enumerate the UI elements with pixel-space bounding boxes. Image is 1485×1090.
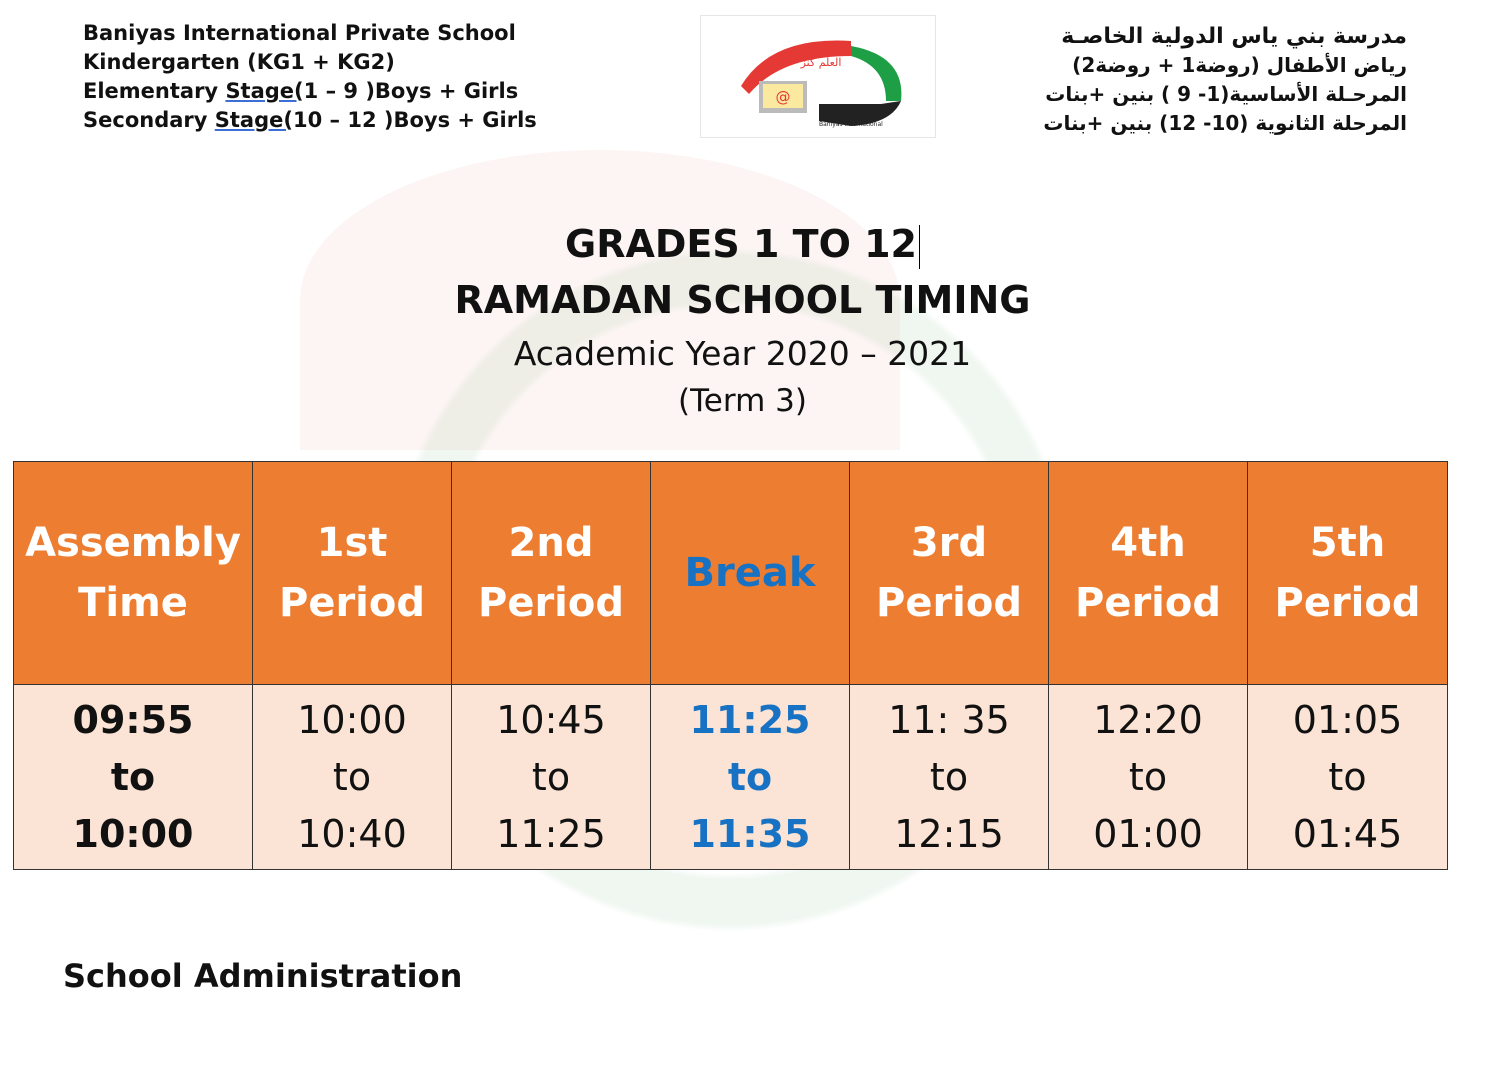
- header-label: Period: [1274, 580, 1421, 626]
- school-name-ar: مدرسة بني ياس الدولية الخاصـة: [1061, 24, 1407, 49]
- time-text: to: [929, 754, 969, 799]
- header-cell: Assembly Time: [13, 461, 253, 685]
- svg-text:@: @: [776, 88, 791, 106]
- svg-text:Baniyas International: Baniyas International: [819, 121, 883, 128]
- timing-table: Assembly Time 1st Period 2nd Period Break 3rd Pe…: [13, 461, 1448, 870]
- time-text: to: [531, 754, 571, 799]
- school-administration: School Administration: [63, 957, 463, 995]
- header-label: Break: [684, 550, 816, 596]
- time-text: 12:15: [894, 811, 1004, 856]
- time-cell: 09:55 to 10:00: [13, 684, 253, 870]
- time-text: to: [110, 754, 156, 799]
- school-info-english: Baniyas International Private School Kin…: [83, 19, 537, 135]
- kindergarten-line-ar: رياض الأطفال (روضة1 + روضة2): [1072, 53, 1407, 77]
- time-text: to: [1328, 754, 1367, 799]
- header-cell: 5th Period: [1247, 461, 1448, 685]
- header-label: 1st: [316, 520, 388, 566]
- time-text: 01:05: [1292, 697, 1403, 742]
- time-cell: 10:45 to 11:25: [451, 684, 651, 870]
- header-label: Assembly: [25, 520, 241, 566]
- header-cell: 3rd Period: [849, 461, 1049, 685]
- svg-text:العلم كنز: العلم كنز: [800, 56, 842, 69]
- header-label: Period: [478, 580, 624, 626]
- header-cell: 1st Period: [252, 461, 452, 685]
- header-cell: 2nd Period: [451, 461, 651, 685]
- time-text: 01:00: [1093, 811, 1203, 856]
- header-label: 2nd: [508, 520, 594, 566]
- header-cell: 4th Period: [1048, 461, 1248, 685]
- school-logo: @ العلم كنز Baniyas International: [700, 15, 936, 138]
- header-label: Period: [876, 580, 1022, 626]
- time-text: to: [1128, 754, 1168, 799]
- time-cell: 10:00 to 10:40: [252, 684, 452, 870]
- time-cell: 01:05 to 01:45: [1247, 684, 1448, 870]
- header-label: Time: [78, 580, 188, 626]
- time-text: 11:25: [496, 811, 606, 856]
- header-row: Assembly Time 1st Period 2nd Period Break 3rd Pe…: [13, 461, 1448, 685]
- watermark-arc: [300, 150, 900, 450]
- time-text: 10:45: [496, 697, 606, 742]
- academic-year: Academic Year 2020 – 2021: [513, 334, 972, 373]
- secondary-line: Secondary Stage(10 – 12 )Boys + Girls: [83, 108, 537, 132]
- school-name-en: Baniyas International Private School: [83, 21, 516, 45]
- time-text: 11:25: [689, 697, 811, 742]
- time-text: 10:00: [72, 811, 194, 856]
- text-cursor: [918, 224, 920, 269]
- time-text: to: [332, 754, 372, 799]
- time-text: 01:45: [1292, 811, 1403, 856]
- title-ramadan-timing: RAMADAN SCHOOL TIMING: [454, 278, 1031, 322]
- kindergarten-line: Kindergarten (KG1 + KG2): [83, 50, 395, 74]
- term: (Term 3): [678, 383, 807, 419]
- elementary-line: Elementary Stage(1 – 9 )Boys + Girls: [83, 79, 519, 103]
- time-text: 10:40: [297, 811, 407, 856]
- header-label: Period: [1075, 580, 1221, 626]
- header-label: 3rd: [910, 520, 988, 566]
- elementary-line-ar: المرحـلة الأساسية(1- 9 ) بنين +بنات: [1045, 82, 1407, 106]
- time-cell: 11: 35 to 12:15: [849, 684, 1049, 870]
- header-label: 5th: [1309, 520, 1386, 566]
- header-cell: Break: [650, 461, 850, 685]
- school-info-arabic: مدرسة بني ياس الدولية الخاصـة رياض الأطف…: [1043, 22, 1407, 138]
- header-label: 4th: [1110, 520, 1186, 566]
- secondary-line-ar: المرحلة الثانوية (10- 12) بنين +بنات: [1043, 111, 1407, 135]
- time-text: 11: 35: [888, 697, 1010, 742]
- title-grades: GRADES 1 TO 12: [0, 222, 1485, 269]
- time-cell: 11:25 to 11:35: [650, 684, 850, 870]
- time-text: 10:00: [297, 697, 407, 742]
- time-text: to: [727, 754, 773, 799]
- time-text: 11:35: [689, 811, 811, 856]
- header-label: Period: [279, 580, 425, 626]
- time-text: 09:55: [72, 697, 194, 742]
- time-text: 12:20: [1093, 697, 1203, 742]
- time-cell: 12:20 to 01:00: [1048, 684, 1248, 870]
- times-row: 09:55 to 10:00 10:00 to 10:40 10:45 to 11:25 11:2…: [13, 684, 1448, 870]
